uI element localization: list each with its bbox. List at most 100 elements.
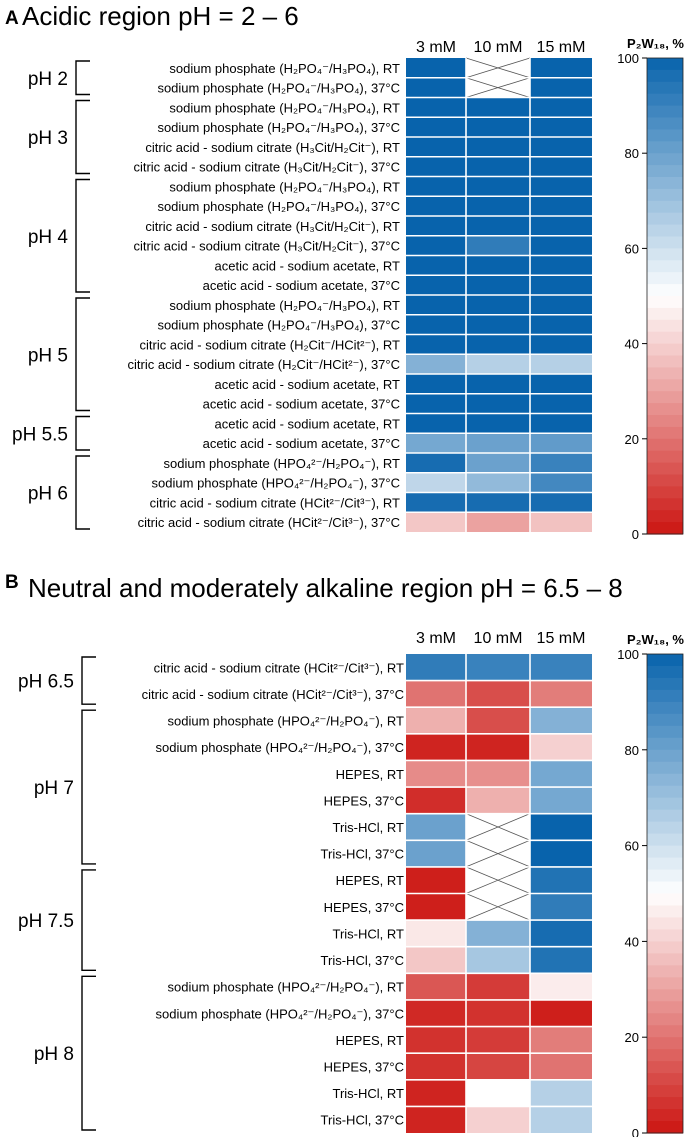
row-label: HEPES, RT <box>336 1033 404 1048</box>
heatmap-cell <box>406 654 466 681</box>
cross-line <box>465 57 531 79</box>
colorbar-segment <box>647 965 683 978</box>
heatmap-cell <box>530 216 592 236</box>
heatmap-cell <box>530 97 592 118</box>
row-label: sodium phosphate (HPO₄²⁻/H₂PO₄⁻), RT <box>168 980 405 995</box>
colorbar-segment <box>647 821 683 835</box>
row-label: acetic acid - sodium acetate, RT <box>215 258 401 273</box>
group-bracket <box>75 99 90 175</box>
heatmap-cell <box>530 77 592 98</box>
colorbar-segment <box>647 498 683 511</box>
colorbar-segment <box>647 391 683 404</box>
colorbar-tick-label: 20 <box>625 432 639 447</box>
heatmap-cell <box>466 787 530 814</box>
colorbar-segment <box>647 272 683 285</box>
heatmap-cell <box>466 374 530 394</box>
heatmap-cell <box>530 707 592 734</box>
heatmap-cell <box>530 1026 592 1054</box>
heatmap-cell <box>530 354 592 374</box>
row-label: sodium phosphate (H₂PO₄⁻/H₃PO₄), 37°C <box>157 81 400 96</box>
colorbar-segment <box>647 403 683 416</box>
column-header: 10 mM <box>474 39 523 56</box>
heatmap-cell <box>406 733 466 761</box>
colorbar-segment <box>647 797 683 811</box>
colorbar-segment <box>647 450 683 464</box>
heatmap-cell <box>406 354 466 374</box>
group-label: pH 4 <box>28 227 69 248</box>
colorbar-segment <box>647 857 683 871</box>
heatmap-cell <box>406 512 466 532</box>
row-label: citric acid - sodium citrate (H₃Cit/H₂Ci… <box>145 219 400 234</box>
heatmap-cell <box>406 973 466 1000</box>
heatmap-cell <box>530 334 592 355</box>
row-label: HEPES, 37°C <box>324 1059 404 1074</box>
colorbar-segment <box>647 941 683 954</box>
colorbar-segment <box>647 977 683 990</box>
heatmap-cell <box>466 1079 530 1107</box>
group-bracket <box>81 869 96 972</box>
row-label: acetic acid - sodium acetate, 37°C <box>203 278 400 293</box>
group-label: pH 8 <box>34 1044 74 1065</box>
heatmap-cell <box>530 156 592 177</box>
column-header: 15 mM <box>537 630 586 647</box>
colorbar-segment <box>647 284 683 297</box>
group-label: pH 3 <box>28 128 68 149</box>
colorbar-tick-label: 60 <box>625 839 639 854</box>
heatmap-cell <box>406 176 466 197</box>
heatmap-cell <box>530 393 592 414</box>
heatmap-cell <box>406 893 466 921</box>
heatmap-cell <box>406 216 466 236</box>
heatmap-cell <box>530 235 592 256</box>
colorbar-segment <box>647 379 683 392</box>
colorbar-segment <box>647 749 683 763</box>
heatmap-cell <box>530 1053 592 1080</box>
heatmap-cell <box>466 973 530 1000</box>
heatmap-cell <box>466 472 530 493</box>
heatmap-cell <box>406 295 466 315</box>
heatmap-cell <box>466 946 530 974</box>
row-label: Tris-HCl, RT <box>333 1086 405 1101</box>
row-label: acetic acid - sodium acetate, RT <box>215 416 401 431</box>
heatmap-cell <box>530 654 592 681</box>
heatmap-cell <box>406 1053 466 1080</box>
row-label: sodium phosphate (HPO₄²⁻/H₂PO₄⁻), RT <box>164 456 401 471</box>
colorbar-tick-label: 100 <box>617 51 639 66</box>
colorbar-segment <box>647 773 683 787</box>
panel-title: Acidic region pH = 2 – 6 <box>22 1 299 31</box>
group-label: pH 6 <box>28 484 68 505</box>
colorbar-segment <box>647 713 683 727</box>
heatmap-cell <box>466 275 530 295</box>
colorbar-segment <box>647 989 683 1002</box>
colorbar-tick-label: 60 <box>625 241 639 256</box>
colorbar-segment <box>647 331 683 345</box>
heatmap-cell <box>466 117 530 137</box>
heatmap-cell <box>406 433 466 453</box>
colorbar-segment <box>647 200 683 214</box>
row-label: Tris-HCl, RT <box>333 820 405 835</box>
colorbar-segment <box>647 129 683 142</box>
heatmap-cell <box>530 196 592 216</box>
heatmap-cell <box>466 196 530 216</box>
colorbar-segment <box>647 426 683 440</box>
heatmap-cell <box>466 97 530 118</box>
heatmap-cell <box>466 1106 530 1133</box>
heatmap-cell <box>406 840 466 867</box>
row-label: sodium phosphate (H₂PO₄⁻/H₃PO₄), RT <box>169 298 400 313</box>
row-label: HEPES, 37°C <box>324 900 404 915</box>
colorbar-tick-label: 0 <box>632 1126 639 1137</box>
colorbar-segment <box>647 462 683 476</box>
colorbar-segment <box>647 665 683 679</box>
heatmap-cell <box>530 413 592 434</box>
colorbar-title: P₂W₁₈, % <box>627 36 684 51</box>
row-label: citric acid - sodium citrate (HCit²⁻/Cit… <box>138 515 400 530</box>
heatmap-cell <box>406 255 466 276</box>
row-label: HEPES, RT <box>336 873 404 888</box>
row-label: sodium phosphate (H₂PO₄⁻/H₃PO₄), RT <box>169 61 400 76</box>
group-bracket <box>75 178 90 293</box>
colorbar-segment <box>647 785 683 799</box>
row-label: sodium phosphate (H₂PO₄⁻/H₃PO₄), 37°C <box>157 120 400 135</box>
heatmap-cell <box>466 999 530 1027</box>
colorbar-segment <box>647 1085 683 1098</box>
heatmap-cell <box>406 413 466 434</box>
